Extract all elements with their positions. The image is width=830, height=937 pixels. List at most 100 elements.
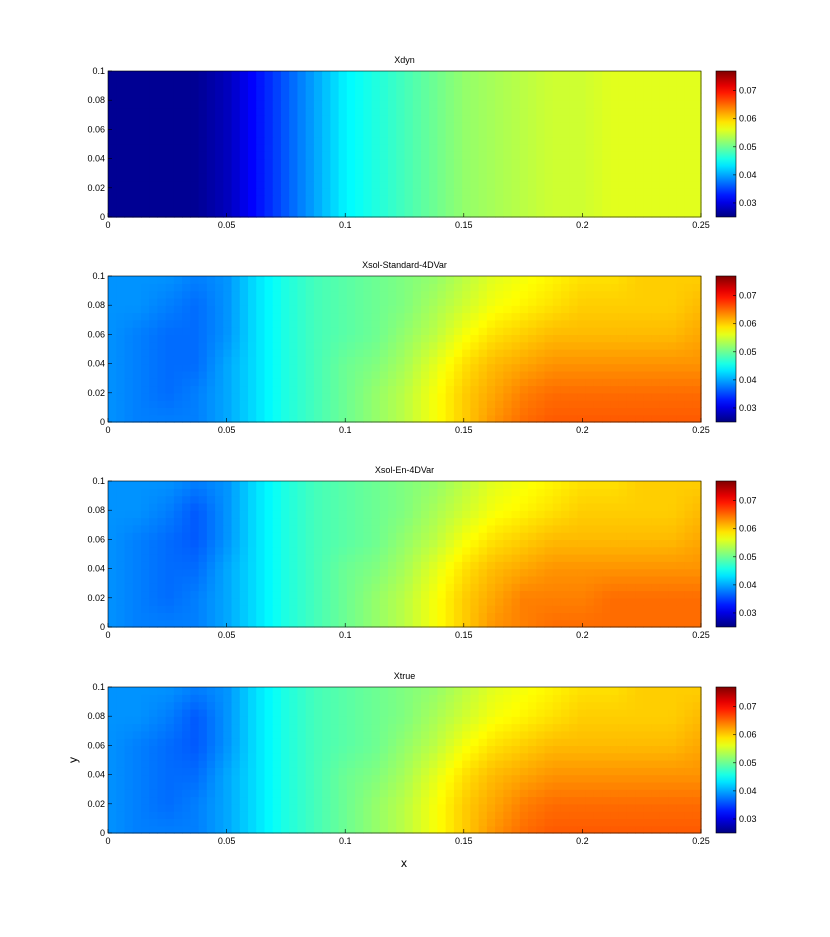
heatmap-cell xyxy=(223,173,233,182)
heatmap-cell xyxy=(569,334,579,343)
heatmap-cell xyxy=(536,605,546,613)
heatmap-cell xyxy=(577,524,587,533)
heatmap-cell xyxy=(503,209,513,218)
heatmap-cell xyxy=(157,107,167,116)
heatmap-cell xyxy=(346,532,356,540)
heatmap-cell xyxy=(215,781,224,790)
heatmap-cell xyxy=(396,825,406,834)
heatmap-cell xyxy=(264,561,274,570)
heatmap-cell xyxy=(404,568,414,577)
heatmap-cell xyxy=(453,202,463,211)
heatmap-cell xyxy=(659,370,669,379)
heatmap-cell xyxy=(132,495,142,504)
heatmap-cell xyxy=(173,78,183,87)
heatmap-cell xyxy=(338,319,348,328)
heatmap-cell xyxy=(173,122,183,130)
heatmap-cell xyxy=(108,209,117,218)
heatmap-cell xyxy=(511,789,521,798)
heatmap-cell xyxy=(149,327,159,335)
heatmap-cell xyxy=(560,546,570,555)
heatmap-cell xyxy=(355,165,364,174)
heatmap-cell xyxy=(157,78,167,87)
heatmap-cell xyxy=(157,136,167,145)
heatmap-cell xyxy=(206,554,216,562)
heatmap-cell xyxy=(346,341,356,350)
heatmap-cell xyxy=(215,195,224,203)
heatmap-cell xyxy=(602,796,612,805)
heatmap-cell xyxy=(462,619,471,628)
heatmap-cell xyxy=(272,825,282,834)
heatmap-cell xyxy=(486,825,496,834)
heatmap-cell xyxy=(536,327,546,335)
heatmap-cell xyxy=(182,341,191,350)
heatmap-cell xyxy=(626,283,636,292)
heatmap-cell xyxy=(355,327,364,335)
heatmap-cell xyxy=(404,136,414,145)
heatmap-cell xyxy=(165,539,175,548)
heatmap-cell xyxy=(569,414,579,423)
heatmap-cell xyxy=(305,532,315,540)
heatmap-cell xyxy=(511,803,521,812)
heatmap-cell xyxy=(692,612,702,621)
heatmap-cell xyxy=(330,510,340,519)
heatmap-cell xyxy=(635,349,644,357)
heatmap-cell xyxy=(190,180,200,189)
heatmap-cell xyxy=(437,363,447,372)
heatmap-cell xyxy=(132,305,142,314)
heatmap-cell xyxy=(453,789,463,798)
heatmap-cell xyxy=(495,502,504,511)
heatmap-cell xyxy=(668,789,677,798)
heatmap-cell xyxy=(635,796,644,805)
heatmap-cell xyxy=(569,554,579,562)
heatmap-cell xyxy=(412,297,422,306)
heatmap-cell xyxy=(305,619,315,628)
heatmap-cell xyxy=(330,209,340,218)
heatmap-cell xyxy=(552,488,562,497)
heatmap-cell xyxy=(643,510,653,519)
heatmap-cell xyxy=(330,796,340,805)
heatmap-cell xyxy=(248,276,257,284)
heatmap-cell xyxy=(552,378,562,387)
heatmap-cell xyxy=(585,546,595,555)
heatmap-cell xyxy=(503,180,513,189)
heatmap-cell xyxy=(346,122,356,130)
heatmap-cell xyxy=(140,144,150,152)
heatmap-cell xyxy=(478,319,488,328)
heatmap-cell xyxy=(420,78,430,87)
heatmap-cell xyxy=(223,502,233,511)
heatmap-cell xyxy=(198,276,208,284)
heatmap-cell xyxy=(264,283,274,292)
heatmap-cell xyxy=(280,502,290,511)
heatmap-cell xyxy=(280,71,290,79)
heatmap-cell xyxy=(404,100,414,109)
heatmap-cell xyxy=(659,781,669,790)
heatmap-cell xyxy=(256,510,266,519)
heatmap-cell xyxy=(626,158,636,167)
heatmap-cell xyxy=(396,202,406,211)
heatmap-cell xyxy=(173,517,183,526)
heatmap-cell xyxy=(610,122,620,130)
heatmap-cell xyxy=(363,356,373,365)
heatmap-cell xyxy=(528,539,537,548)
heatmap-cell xyxy=(371,590,381,599)
heatmap-cell xyxy=(486,532,496,540)
heatmap-cell xyxy=(668,85,677,94)
heatmap-cell xyxy=(462,575,471,584)
heatmap-cell xyxy=(577,195,587,203)
heatmap-cell xyxy=(313,276,323,284)
heatmap-cell xyxy=(668,385,677,394)
heatmap-cell xyxy=(124,187,134,196)
heatmap-cell xyxy=(371,283,381,292)
heatmap-cell xyxy=(618,811,628,819)
heatmap-cell xyxy=(173,488,183,497)
heatmap-cell xyxy=(659,517,669,526)
heatmap-cell xyxy=(149,796,159,805)
heatmap-cell xyxy=(116,524,126,533)
heatmap-cell xyxy=(231,414,241,423)
heatmap-cell xyxy=(668,590,677,599)
heatmap-cell xyxy=(519,283,529,292)
heatmap-cell xyxy=(544,283,554,292)
heatmap-cell xyxy=(346,539,356,548)
heatmap-cell xyxy=(173,107,183,116)
heatmap-cell xyxy=(478,495,488,504)
